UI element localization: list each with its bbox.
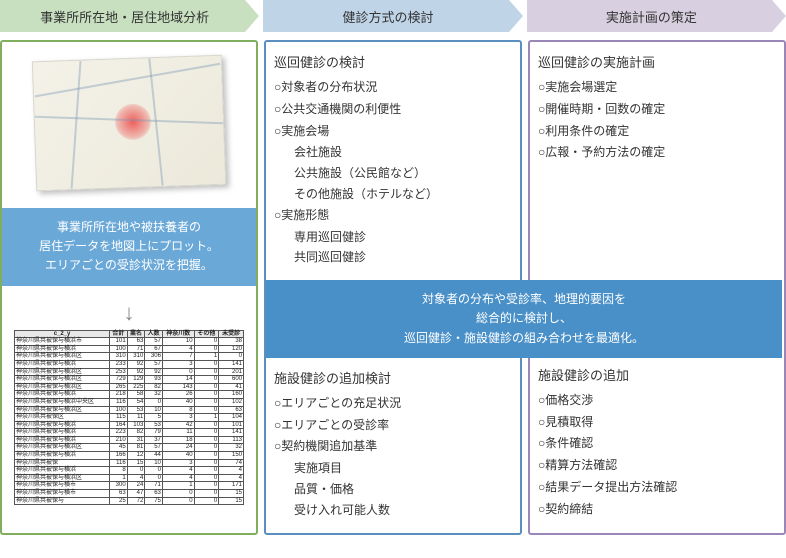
column-1-banner: 事業所所在地や被扶養者の居住データを地図上にプロット。エリアごとの受診状況を把握… <box>2 208 256 286</box>
col2-top-list: ○対象者の分布状況 ○公共交通機関の利便性 ○実施会場会社施設公共施設（公民館など）… <box>274 79 512 270</box>
col3-top-title: 巡回健診の実施計画 <box>538 52 776 71</box>
step-1-header: 事業所所在地・居住地域分析 <box>0 0 259 32</box>
map-thumbnail <box>32 55 226 192</box>
step-1-label: 事業所所在地・居住地域分析 <box>40 7 219 26</box>
bullet-item: ○条件確認 <box>538 435 776 452</box>
bullet-item: ○結果データ提出方法確認 <box>538 479 776 496</box>
col3-bottom-list: ○価格交渉 ○見積取得 ○条件確認 ○精算方法確認 ○結果データ提出方法確認 ○契約締結 <box>538 392 776 523</box>
col3-top-list: ○実施会場選定 ○開催時期・回数の確定 ○利用条件の確定 ○広報・予約方法の確定 <box>538 79 776 166</box>
bullet-item: ○実施形態 <box>274 207 512 224</box>
step-2-label: 健診方式の検討 <box>342 7 443 26</box>
bullet-item: ○公共交通機関の利便性 <box>274 101 512 118</box>
col2-top-title: 巡回健診の検討 <box>274 52 512 71</box>
column-1: 事業所所在地や被扶養者の居住データを地図上にプロット。エリアごとの受診状況を把握… <box>0 40 258 535</box>
bullet-item: ○広報・予約方法の確定 <box>538 144 776 161</box>
step-header-row: 事業所所在地・居住地域分析 健診方式の検討 実施計画の策定 <box>0 0 786 32</box>
bullet-item: ○対象者の分布状況 <box>274 79 512 96</box>
step-3-header: 実施計画の策定 <box>527 0 786 32</box>
col2-bottom-list: ○エリアごとの充足状況 ○エリアごとの受診率 ○契約機関追加基準実施項目品質・価格受… <box>274 395 512 523</box>
bullet-item: ○利用条件の確定 <box>538 123 776 140</box>
bullet-item: ○精算方法確認 <box>538 457 776 474</box>
sub-item: 共同巡回健診 <box>274 249 512 266</box>
bullet-item: ○エリアごとの充足状況 <box>274 395 512 412</box>
bullet-item: ○見積取得 <box>538 414 776 431</box>
bullet-item: ○価格交渉 <box>538 392 776 409</box>
sub-item: 公共施設（公民館など） <box>274 165 512 182</box>
sub-item: 受け入れ可能人数 <box>274 502 512 519</box>
sub-item: その他施設（ホテルなど） <box>274 186 512 203</box>
bullet-item: ○実施会場選定 <box>538 79 776 96</box>
sub-item: 会社施設 <box>274 144 512 161</box>
bullet-item: ○実施会場 <box>274 123 512 140</box>
bullet-item: ○開催時期・回数の確定 <box>538 101 776 118</box>
sub-item: 品質・価格 <box>274 481 512 498</box>
step-3-label: 実施計画の策定 <box>606 7 707 26</box>
down-arrow-icon: ↓ <box>10 300 248 326</box>
column-2: 巡回健診の検討 ○対象者の分布状況 ○公共交通機関の利便性 ○実施会場会社施設公共施… <box>264 40 522 535</box>
step-2-header: 健診方式の検討 <box>263 0 522 32</box>
col3-bottom-title: 施設健診の追加 <box>538 365 776 384</box>
sub-item: 専用巡回健診 <box>274 229 512 246</box>
bullet-item: ○契約機関追加基準 <box>274 438 512 455</box>
columns-row: 事業所所在地や被扶養者の居住データを地図上にプロット。エリアごとの受診状況を把握… <box>0 40 786 535</box>
flow-diagram: 事業所所在地・居住地域分析 健診方式の検討 実施計画の策定 事業所所在地や被扶養… <box>0 0 786 535</box>
bullet-item: ○契約締結 <box>538 501 776 518</box>
col2-bottom-title: 施設健診の追加検討 <box>274 368 512 387</box>
sub-item: 実施項目 <box>274 460 512 477</box>
data-table: c_2_y合計業名人数神奈川数その他未受診神奈川県共被保与横浜市10163571… <box>14 330 244 506</box>
column-2-banner: 対象者の分布や受診率、地理的要因を総合的に検討し、巡回健診・施設健診の組み合わせ… <box>266 280 782 358</box>
bullet-item: ○エリアごとの受診率 <box>274 417 512 434</box>
